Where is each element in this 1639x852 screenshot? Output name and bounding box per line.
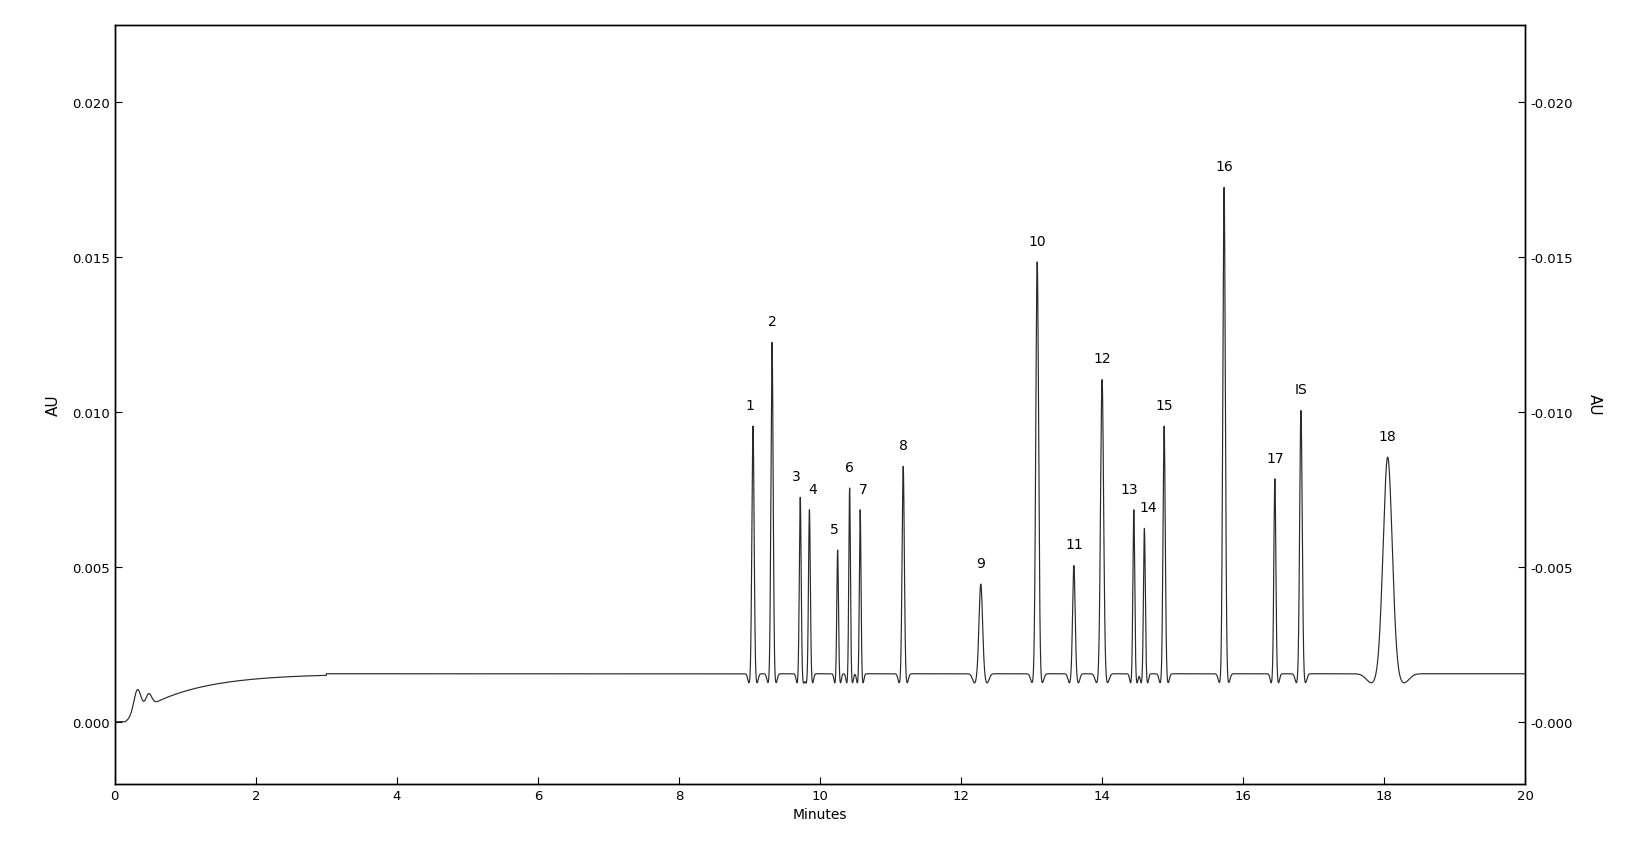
Y-axis label: AU: AU [1585, 394, 1601, 416]
Text: 1: 1 [744, 399, 754, 412]
Text: 10: 10 [1028, 234, 1046, 249]
Text: 12: 12 [1093, 352, 1110, 366]
Y-axis label: AU: AU [46, 394, 61, 416]
Text: 15: 15 [1154, 399, 1172, 412]
Text: 14: 14 [1139, 501, 1157, 515]
Text: 4: 4 [808, 482, 816, 496]
X-axis label: Minutes: Minutes [792, 807, 847, 821]
Text: 16: 16 [1214, 160, 1233, 174]
Text: 9: 9 [975, 556, 985, 570]
Text: 3: 3 [792, 469, 800, 484]
Text: 7: 7 [859, 482, 867, 496]
Text: 5: 5 [829, 522, 839, 536]
Text: IS: IS [1293, 383, 1306, 397]
Text: 2: 2 [767, 315, 775, 329]
Text: 11: 11 [1064, 538, 1082, 552]
Text: 13: 13 [1119, 482, 1137, 496]
Text: 17: 17 [1265, 451, 1283, 465]
Text: 18: 18 [1378, 429, 1396, 443]
Text: 6: 6 [844, 460, 854, 475]
Text: 8: 8 [898, 439, 906, 452]
